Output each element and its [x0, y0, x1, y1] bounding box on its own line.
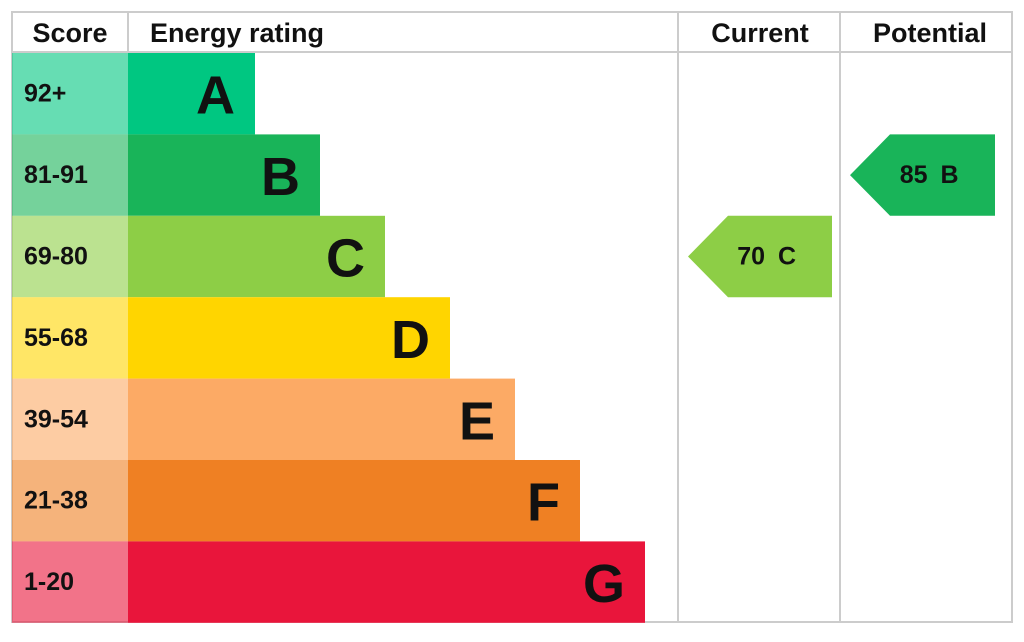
- score-label: 21-38: [24, 487, 88, 515]
- rating-bar: [128, 215, 385, 298]
- rating-bar: [128, 460, 580, 542]
- current-letter: C: [778, 243, 796, 271]
- score-label: 69-80: [24, 243, 88, 271]
- current-arrow: [688, 215, 832, 298]
- rating-letter: C: [326, 229, 365, 289]
- score-label: 92+: [24, 80, 66, 108]
- rating-bar: [128, 53, 255, 135]
- score-cell: [12, 215, 128, 298]
- score-label: 1-20: [24, 568, 74, 596]
- rating-letter: B: [261, 147, 300, 207]
- header-potential: Potential: [873, 18, 987, 48]
- rating-bar: [128, 378, 515, 460]
- header-score: Score: [32, 18, 107, 48]
- rating-letter: E: [459, 391, 495, 451]
- potential-arrow: [850, 134, 995, 216]
- header-current: Current: [711, 18, 809, 48]
- rating-letter: G: [583, 554, 625, 614]
- score-label: 39-54: [24, 405, 88, 433]
- potential-letter: B: [941, 161, 959, 189]
- score-cell: [12, 378, 128, 460]
- rating-bar: [128, 297, 450, 379]
- rating-letter: D: [391, 310, 430, 370]
- rating-bar: [128, 541, 645, 623]
- score-cell: [12, 541, 128, 623]
- score-cell: [12, 53, 128, 135]
- score-label: 81-91: [24, 161, 88, 189]
- score-cell: [12, 460, 128, 542]
- potential-value: 85: [900, 161, 928, 189]
- score-label: 55-68: [24, 324, 88, 352]
- rating-letter: F: [527, 473, 560, 533]
- header-rating: Energy rating: [150, 18, 324, 48]
- rating-bar: [128, 134, 320, 216]
- rating-letter: A: [196, 66, 235, 126]
- current-value: 70: [737, 243, 765, 271]
- score-cell: [12, 297, 128, 379]
- score-cell: [12, 134, 128, 216]
